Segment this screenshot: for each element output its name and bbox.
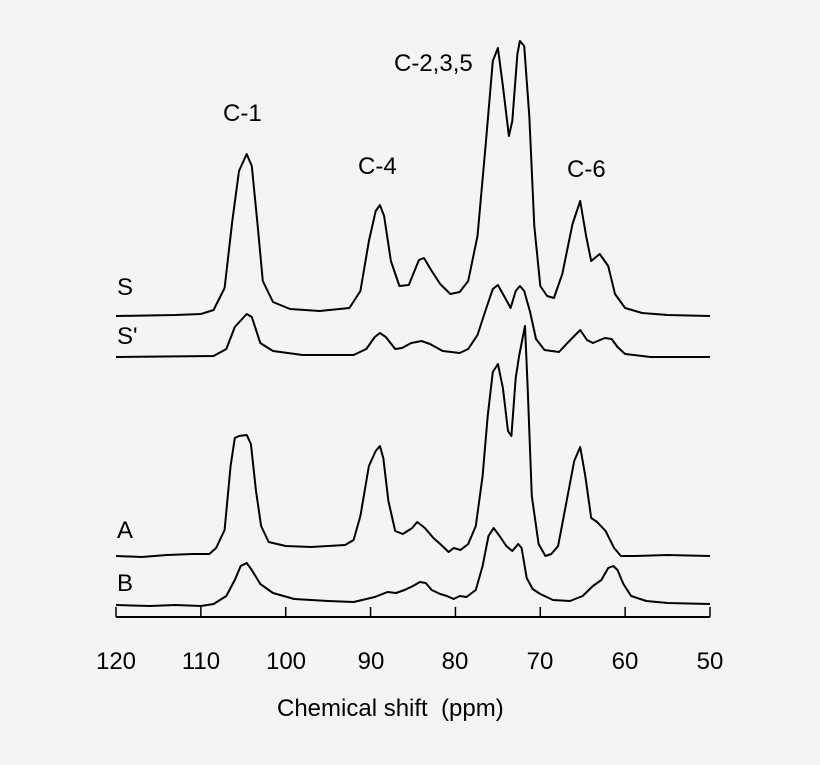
x-tick-label-110: 110 <box>181 648 221 675</box>
peak-label-c4: C-4 <box>358 153 397 180</box>
peak-label-c6: C-6 <box>567 156 606 183</box>
spectrum-traces <box>115 40 711 607</box>
x-tick-label-70: 70 <box>526 648 554 675</box>
x-axis-title: Chemical shift (ppm) <box>277 695 504 722</box>
series-label-b: B <box>117 570 134 597</box>
peak-label-c1: C-1 <box>223 100 262 127</box>
x-axis <box>115 607 711 618</box>
trace-s-prime <box>115 284 710 358</box>
x-tick-label-60: 60 <box>611 648 639 675</box>
x-tick-label-100: 100 <box>265 648 307 675</box>
trace-s <box>115 40 711 317</box>
x-tick-label-90: 90 <box>357 648 385 675</box>
series-label-s: S <box>117 274 134 301</box>
series-label-s-prime: S' <box>117 323 138 350</box>
x-tick-label-80: 80 <box>441 648 469 675</box>
series-label-a: A <box>117 517 134 544</box>
trace-a <box>115 325 711 558</box>
trace-b <box>115 527 711 607</box>
x-tick-label-120: 120 <box>95 648 137 675</box>
x-tick-label-50: 50 <box>696 648 724 675</box>
peak-label-c235: C-2,3,5 <box>394 50 473 77</box>
